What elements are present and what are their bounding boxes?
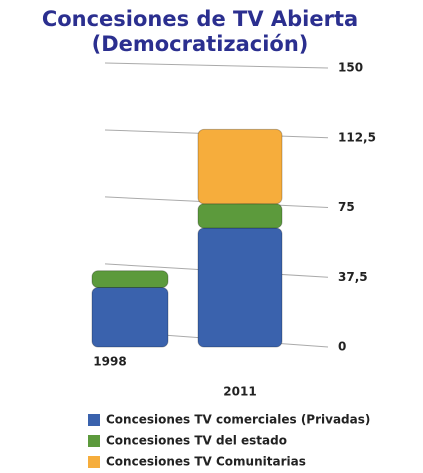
- bar-segment: [91, 286, 169, 348]
- y-tick-label: 75: [338, 200, 355, 214]
- chart-title: Concesiones de TV Abierta: [42, 7, 358, 31]
- bar-segment: [91, 270, 169, 288]
- bar-segment: [197, 128, 283, 205]
- y-tick-label: 37,5: [338, 270, 368, 284]
- legend-swatch: [88, 435, 100, 447]
- legend-swatch: [88, 456, 100, 468]
- bar-segment: [197, 203, 283, 229]
- x-tick-label: 1998: [93, 355, 126, 369]
- y-tick-label: 112,5: [338, 130, 376, 144]
- y-tick-label: 0: [338, 340, 346, 354]
- legend-label: Concesiones TV del estado: [106, 434, 287, 448]
- y-tick-label: 150: [338, 61, 363, 75]
- grid-line: [104, 62, 329, 69]
- legend-label: Concesiones TV Comunitarias: [106, 455, 306, 469]
- chart-subtitle: (Democratización): [92, 32, 309, 56]
- x-tick-label: 2011: [223, 385, 256, 399]
- bar-segment: [197, 227, 283, 348]
- legend-swatch: [88, 414, 100, 426]
- legend-label: Concesiones TV comerciales (Privadas): [106, 413, 370, 427]
